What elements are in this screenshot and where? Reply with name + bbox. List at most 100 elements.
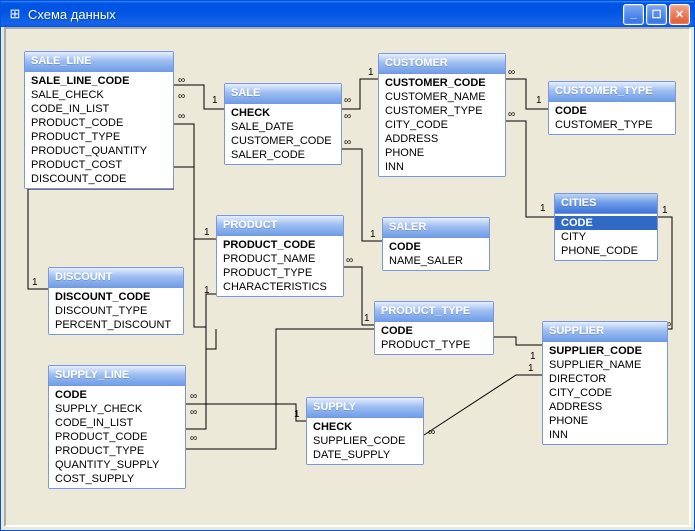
- table-sale_line[interactable]: SALE_LINE SALE_LINE_CODESALE_CHECKCODE_IN…: [24, 51, 174, 189]
- field-row[interactable]: DIRECTOR: [543, 372, 667, 386]
- field-row[interactable]: QUANTITY_SUPPLY: [49, 458, 185, 472]
- table-customer[interactable]: CUSTOMERCUSTOMER_CODECUSTOMER_NAMECUSTOM…: [378, 53, 506, 177]
- field-row[interactable]: DISCOUNT_CODE: [25, 172, 173, 186]
- close-button[interactable]: ✕: [669, 4, 690, 25]
- table-saler[interactable]: SALER CODENAME_SALER: [382, 217, 490, 271]
- field-row[interactable]: SALE_DATE: [225, 120, 341, 134]
- titlebar[interactable]: ⊞ Схема данных _ ☐ ✕: [1, 1, 694, 27]
- field-row[interactable]: CODE: [549, 104, 675, 118]
- field-row[interactable]: SALER_CODE: [225, 148, 341, 162]
- table-header[interactable]: CUSTOMER_TYPE: [549, 82, 675, 102]
- table-supply[interactable]: SUPPLY CHECKSUPPLIER_CODEDATE_SUPPLY: [306, 397, 424, 465]
- table-supply_line[interactable]: SUPPLY_LINECODESUPPLY_CHECKCODE_IN_LISTP…: [48, 365, 186, 489]
- table-body: CUSTOMER_CODECUSTOMER_NAMECUSTOMER_TYPEC…: [379, 74, 505, 176]
- field-row[interactable]: CHECK: [225, 106, 341, 120]
- field-row[interactable]: CODE: [383, 240, 489, 254]
- relation-cardinality: 1: [212, 95, 218, 106]
- field-row[interactable]: INN: [379, 160, 505, 174]
- field-row[interactable]: CHECK: [307, 420, 423, 434]
- field-row[interactable]: CUSTOMER_NAME: [379, 90, 505, 104]
- field-row[interactable]: ADDRESS: [379, 132, 505, 146]
- field-row[interactable]: CODE: [49, 388, 185, 402]
- table-cities[interactable]: CITIES CODECITYPHONE_CODE: [554, 193, 658, 261]
- relation-cardinality: 1: [294, 409, 300, 420]
- field-row[interactable]: PRODUCT_TYPE: [217, 266, 343, 280]
- relation-cardinality: 1: [204, 227, 210, 238]
- table-supplier[interactable]: SUPPLIER SUPPLIER_CODESUPPLIER_NAMEDIRECT…: [542, 321, 668, 445]
- relation-cardinality: 1: [536, 95, 542, 106]
- relation-cardinality: ∞: [346, 255, 353, 266]
- table-header[interactable]: SALE_LINE: [25, 52, 173, 72]
- minimize-button[interactable]: _: [623, 4, 644, 25]
- field-row[interactable]: PRODUCT_NAME: [217, 252, 343, 266]
- schema-canvas[interactable]: ∞∞1∞∞1∞1∞11∞∞1∞11∞∞11∞∞1∞1∞1SALE_LINESAL…: [4, 27, 691, 527]
- table-header[interactable]: CITIES: [555, 194, 657, 214]
- field-row[interactable]: PRODUCT_CODE: [217, 238, 343, 252]
- field-row[interactable]: CITY_CODE: [379, 118, 505, 132]
- table-header[interactable]: SUPPLY: [307, 398, 423, 418]
- relation-line: [658, 217, 672, 329]
- field-row[interactable]: CODE: [555, 216, 657, 230]
- field-row[interactable]: PERCENT_DISCOUNT: [49, 318, 183, 332]
- field-row[interactable]: CITY: [555, 230, 657, 244]
- field-row[interactable]: CODE: [375, 324, 493, 338]
- field-row[interactable]: CUSTOMER_TYPE: [379, 104, 505, 118]
- field-row[interactable]: COST_SUPPLY: [49, 472, 185, 486]
- field-row[interactable]: CITY_CODE: [543, 386, 667, 400]
- field-row[interactable]: PRODUCT_CODE: [25, 116, 173, 130]
- table-header[interactable]: PRODUCT_TYPE: [375, 302, 493, 322]
- field-row[interactable]: CODE_IN_LIST: [49, 416, 185, 430]
- field-row[interactable]: PRODUCT_QUANTITY: [25, 144, 173, 158]
- table-header[interactable]: PRODUCT: [217, 216, 343, 236]
- field-row[interactable]: CODE_IN_LIST: [25, 102, 173, 116]
- field-row[interactable]: DISCOUNT_TYPE: [49, 304, 183, 318]
- field-row[interactable]: PRODUCT_CODE: [49, 430, 185, 444]
- field-row[interactable]: NAME_SALER: [383, 254, 489, 268]
- relation-cardinality: 1: [32, 277, 38, 288]
- field-row[interactable]: SALE_CHECK: [25, 88, 173, 102]
- table-header[interactable]: DISCOUNT: [49, 268, 183, 288]
- field-row[interactable]: DATE_SUPPLY: [307, 448, 423, 462]
- table-product_type[interactable]: PRODUCT_TYPECODEPRODUCT_TYPE: [374, 301, 494, 355]
- field-row[interactable]: SUPPLIER_CODE: [543, 344, 667, 358]
- table-header[interactable]: SALER: [383, 218, 489, 238]
- maximize-button[interactable]: ☐: [646, 4, 667, 25]
- table-header[interactable]: CUSTOMER: [379, 54, 505, 74]
- relation-cardinality: ∞: [190, 407, 197, 418]
- table-header[interactable]: SUPPLIER: [543, 322, 667, 342]
- field-row[interactable]: PHONE_CODE: [555, 244, 657, 258]
- field-row[interactable]: INN: [543, 428, 667, 442]
- field-row[interactable]: DISCOUNT_CODE: [49, 290, 183, 304]
- field-row[interactable]: CUSTOMER_CODE: [379, 76, 505, 90]
- field-row[interactable]: PHONE: [379, 146, 505, 160]
- field-row[interactable]: PHONE: [543, 414, 667, 428]
- relation-line: [342, 79, 378, 109]
- relation-cardinality: ∞: [508, 109, 515, 120]
- field-row[interactable]: PRODUCT_COST: [25, 158, 173, 172]
- relation-line: [344, 267, 374, 325]
- field-row[interactable]: PRODUCT_TYPE: [25, 130, 173, 144]
- field-row[interactable]: CUSTOMER_TYPE: [549, 118, 675, 132]
- field-row[interactable]: ADDRESS: [543, 400, 667, 414]
- table-sale[interactable]: SALE CHECKSALE_DATECUSTOMER_CODESALER_COD…: [224, 83, 342, 165]
- table-discount[interactable]: DISCOUNT DISCOUNT_CODEDISCOUNT_TYPEPERCEN…: [48, 267, 184, 335]
- table-header[interactable]: SUPPLY_LINE: [49, 366, 185, 386]
- table-product[interactable]: PRODUCTPRODUCT_CODEPRODUCT_NAMEPRODUCT_T…: [216, 215, 344, 297]
- field-row[interactable]: CUSTOMER_CODE: [225, 134, 341, 148]
- field-row[interactable]: PRODUCT_TYPE: [375, 338, 493, 352]
- field-row[interactable]: SUPPLIER_NAME: [543, 358, 667, 372]
- field-row[interactable]: SUPPLY_CHECK: [49, 402, 185, 416]
- relation-line: [506, 121, 554, 217]
- table-customer_type[interactable]: CUSTOMER_TYPECODECUSTOMER_TYPE: [548, 81, 676, 135]
- table-header[interactable]: SALE: [225, 84, 341, 104]
- field-row[interactable]: CHARACTERISTICS: [217, 280, 343, 294]
- relation-cardinality: ∞: [178, 75, 185, 86]
- field-row[interactable]: SALE_LINE_CODE: [25, 74, 173, 88]
- field-row[interactable]: PRODUCT_TYPE: [49, 444, 185, 458]
- relation-cardinality: ∞: [178, 91, 185, 102]
- relation-cardinality: 1: [368, 67, 374, 78]
- field-row[interactable]: SUPPLIER_CODE: [307, 434, 423, 448]
- relation-cardinality: ∞: [178, 111, 185, 122]
- relation-cardinality: ∞: [344, 111, 351, 122]
- table-body: PRODUCT_CODEPRODUCT_NAMEPRODUCT_TYPECHAR…: [217, 236, 343, 296]
